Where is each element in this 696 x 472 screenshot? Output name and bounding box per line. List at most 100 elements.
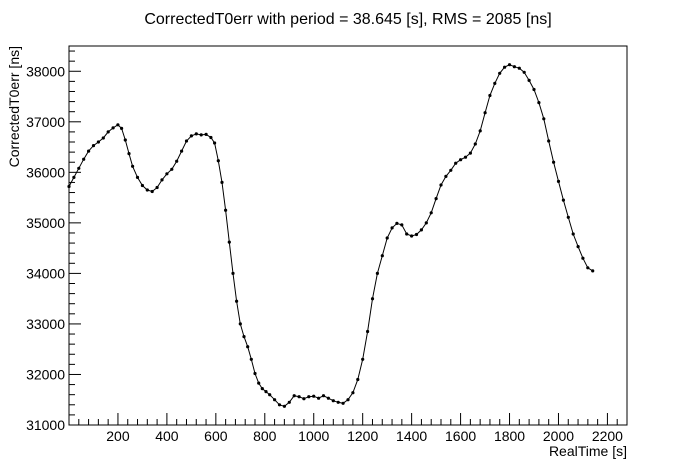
data-point [552, 160, 556, 164]
data-point [522, 70, 526, 74]
y-tick-label: 32000 [26, 366, 65, 382]
x-axis-label: RealTime [s] [549, 443, 627, 459]
data-point [297, 395, 301, 399]
x-tick-label: 600 [204, 428, 228, 444]
y-axis-label: CorrectedT0err [ns] [6, 46, 22, 167]
data-point [106, 130, 110, 134]
data-point [145, 188, 149, 192]
data-point [268, 393, 272, 397]
data-point [434, 197, 438, 201]
data-point [101, 136, 105, 140]
data-point [331, 399, 335, 403]
data-point [351, 391, 355, 395]
y-tick-label: 37000 [26, 114, 65, 130]
x-tick-label: 200 [106, 428, 130, 444]
data-point [341, 401, 345, 405]
data-point [189, 134, 193, 138]
data-point [287, 400, 291, 404]
data-point [527, 78, 531, 82]
data-point [586, 266, 590, 270]
data-point [260, 387, 264, 391]
data-point [249, 357, 253, 361]
data-point [87, 149, 91, 153]
data-point [321, 394, 326, 398]
x-tick-label: 1600 [445, 428, 476, 444]
data-point [419, 228, 423, 232]
data-point [160, 178, 164, 182]
x-tick-label: 1400 [396, 428, 427, 444]
data-point [380, 254, 384, 258]
data-point [307, 395, 311, 399]
data-point [454, 161, 458, 165]
data-point [209, 135, 213, 140]
y-tick-label: 38000 [26, 63, 65, 79]
data-point [503, 65, 507, 69]
data-point [213, 141, 217, 145]
x-tick-label: 800 [253, 428, 277, 444]
data-point [468, 151, 472, 155]
data-point [123, 138, 127, 142]
data-point [312, 394, 316, 398]
data-point [155, 185, 159, 190]
data-point [82, 157, 86, 161]
y-tick-label: 36000 [26, 164, 65, 180]
data-point [242, 335, 246, 339]
data-point [231, 271, 235, 275]
data-point [170, 167, 174, 171]
plot-border [68, 45, 628, 426]
data-point [273, 398, 277, 402]
data-point [498, 71, 502, 75]
data-point [483, 111, 487, 115]
data-point [429, 211, 433, 215]
data-point [459, 158, 463, 162]
data-point [517, 66, 521, 70]
data-point [512, 65, 517, 69]
data-point [532, 87, 536, 92]
data-point [571, 232, 575, 236]
data-point [150, 189, 154, 194]
data-point [473, 142, 477, 146]
data-point [96, 140, 100, 144]
data-point [127, 152, 131, 156]
plot-frame [68, 45, 628, 426]
data-point [111, 126, 115, 130]
data-point [400, 223, 404, 227]
data-point [257, 381, 261, 385]
data-point [493, 81, 497, 85]
data-point [424, 221, 428, 225]
data-point [326, 396, 330, 400]
x-tick-label: 1000 [298, 428, 329, 444]
x-tick-label: 2200 [592, 428, 623, 444]
data-point [385, 236, 389, 240]
chart-title: CorrectedT0err with period = 38.645 [s],… [144, 11, 551, 28]
data-point [199, 133, 203, 137]
data-point [216, 159, 220, 163]
data-point [581, 256, 585, 260]
data-point [561, 198, 566, 202]
data-point [135, 175, 140, 179]
data-point [282, 404, 286, 408]
data-point [131, 164, 135, 168]
data-point [547, 139, 551, 143]
data-point [194, 132, 198, 136]
data-point [366, 329, 370, 334]
data-point [556, 179, 561, 183]
data-point [184, 139, 189, 143]
data-point [227, 240, 231, 244]
data-point [165, 172, 169, 176]
data-point [292, 394, 296, 398]
data-point [302, 397, 306, 401]
y-tick-label: 31000 [26, 417, 65, 433]
data-point [537, 101, 541, 105]
data-point [175, 159, 179, 163]
data-point [238, 322, 242, 326]
y-tick-label: 34000 [26, 265, 65, 281]
data-point [246, 345, 250, 349]
x-tick-label: 2000 [543, 428, 574, 444]
data-point [77, 166, 81, 170]
data-point [264, 390, 268, 394]
data-point [253, 371, 257, 376]
data-point [220, 180, 224, 184]
data-point [405, 232, 409, 236]
